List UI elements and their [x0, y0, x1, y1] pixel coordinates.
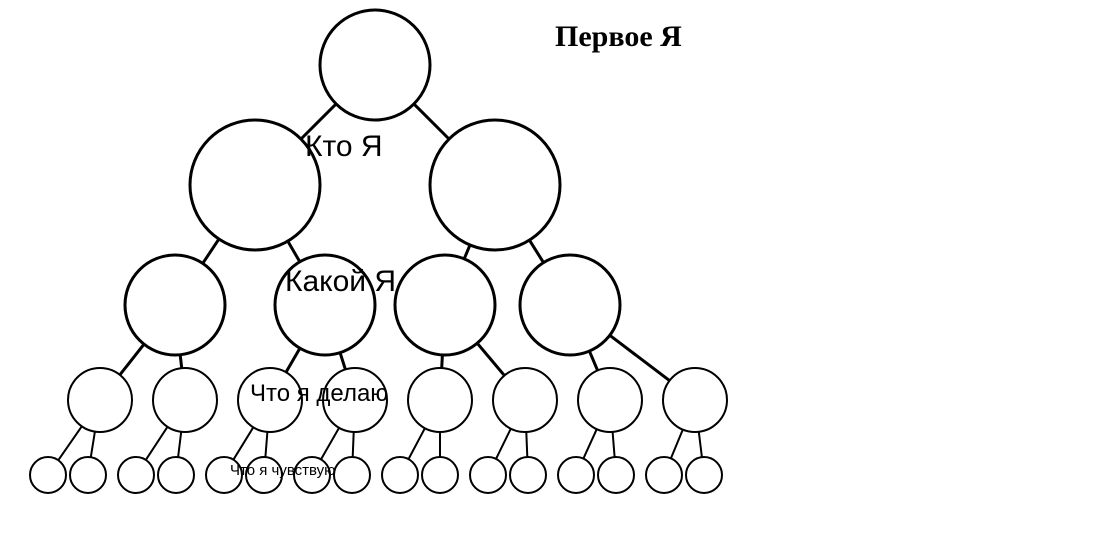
- tree-node: [30, 457, 66, 493]
- edge: [203, 239, 219, 263]
- tree-svg: [0, 0, 1101, 544]
- tree-node: [70, 457, 106, 493]
- edge: [699, 432, 702, 457]
- edge: [613, 432, 615, 457]
- tree-node: [158, 457, 194, 493]
- tree-node: [125, 255, 225, 355]
- tree-node: [520, 255, 620, 355]
- edge: [178, 432, 181, 457]
- edge: [409, 428, 425, 459]
- tree-node: [422, 457, 458, 493]
- edge: [526, 432, 527, 457]
- row-label-l4: Что я делаю: [250, 380, 388, 408]
- edge: [286, 348, 300, 372]
- edge: [91, 432, 95, 458]
- edge: [180, 355, 182, 369]
- edge: [146, 427, 168, 460]
- tree-node: [408, 368, 472, 432]
- edge: [529, 240, 543, 263]
- edge: [265, 432, 267, 457]
- tree-node: [686, 457, 722, 493]
- tree-node: [395, 255, 495, 355]
- tree-node: [430, 120, 560, 250]
- edge: [414, 104, 449, 139]
- edge: [321, 428, 339, 460]
- tree-node: [558, 457, 594, 493]
- edge: [583, 429, 596, 459]
- row-label-l2: Кто Я: [305, 130, 383, 164]
- tree-node: [68, 368, 132, 432]
- tree-node: [470, 457, 506, 493]
- tree-node: [493, 368, 557, 432]
- tree-node: [646, 457, 682, 493]
- tree-node: [578, 368, 642, 432]
- edge: [353, 432, 354, 457]
- edge: [589, 351, 597, 370]
- edge: [496, 429, 511, 459]
- diagram-stage: Первое Я Кто Я Какой Я Что я делаю Что я чу…: [0, 0, 1101, 544]
- row-label-l3: Какой Я: [285, 265, 396, 299]
- edge: [477, 343, 504, 375]
- tree-node: [510, 457, 546, 493]
- diagram-title: Первое Я: [555, 20, 682, 54]
- edge: [340, 353, 345, 370]
- tree-nodes: [30, 10, 727, 493]
- edge: [233, 427, 253, 459]
- tree-node: [153, 368, 217, 432]
- row-label-l5: Что я чувствую: [230, 462, 335, 479]
- tree-node: [598, 457, 634, 493]
- tree-node: [382, 457, 418, 493]
- edge: [464, 245, 470, 259]
- tree-node: [118, 457, 154, 493]
- tree-node: [320, 10, 430, 120]
- edge: [58, 426, 82, 460]
- tree-node: [334, 457, 370, 493]
- edge: [288, 241, 300, 262]
- edge: [671, 430, 683, 459]
- tree-node: [190, 120, 320, 250]
- edge: [442, 355, 443, 368]
- tree-node: [663, 368, 727, 432]
- edge: [120, 344, 144, 375]
